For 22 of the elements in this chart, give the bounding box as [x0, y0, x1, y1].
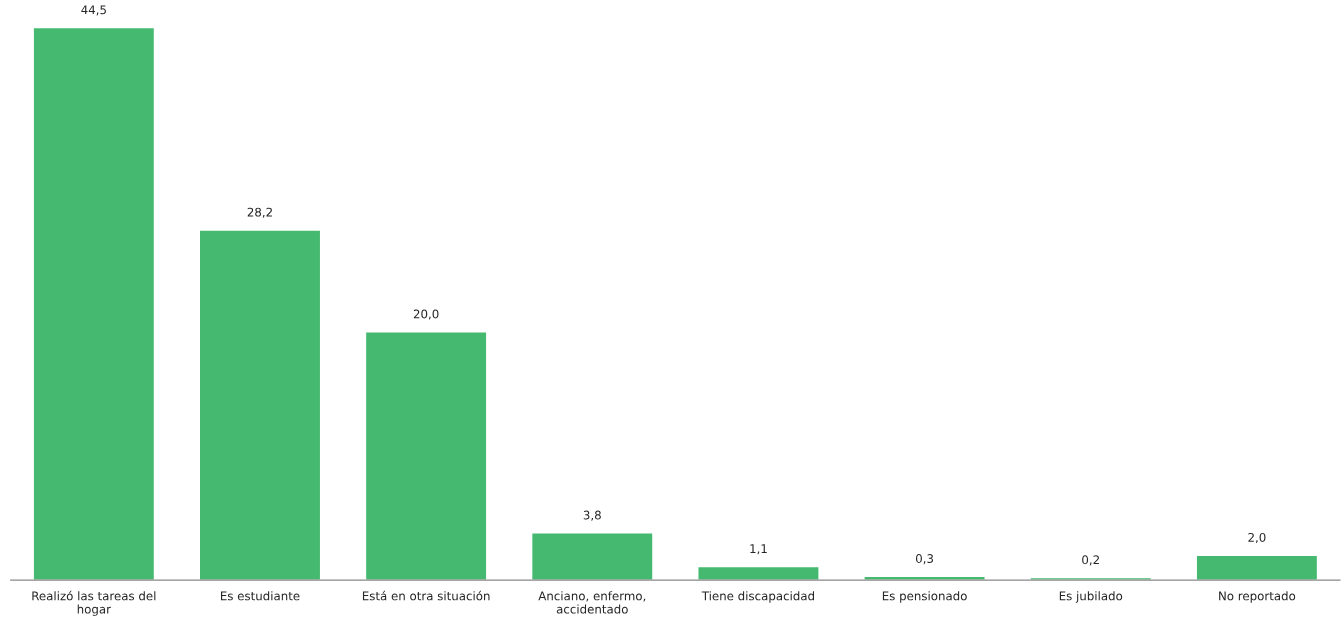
x-tick-label: Es estudiante	[221, 591, 300, 601]
data-label: 3,8	[583, 510, 601, 521]
data-label: 20,0	[413, 309, 439, 320]
bar	[697, 565, 820, 581]
bar	[1195, 554, 1319, 581]
x-tick-label: Es jubilado	[1059, 591, 1123, 603]
data-label: 28,2	[247, 207, 272, 218]
bar	[530, 532, 654, 581]
x-tick-label: Es pensionado	[882, 591, 967, 603]
x-tick-label: Realizó las tareas del hogar	[32, 590, 156, 616]
data-label: 0,3	[915, 554, 934, 565]
x-tick-label: Anciano, enfermo, accidentado	[538, 591, 646, 614]
data-label: 1,1	[750, 544, 767, 555]
bar	[364, 331, 488, 581]
data-label: 0,2	[1082, 555, 1099, 566]
data-label: 44,5	[81, 5, 106, 16]
x-tick-label: No reportado	[1219, 591, 1296, 603]
x-tick-label: Tiene discapacidad	[701, 591, 814, 603]
data-label: 2,0	[1248, 532, 1266, 544]
bar	[32, 26, 156, 581]
bar	[198, 229, 322, 581]
x-tick-label: Está en otra situación	[362, 590, 490, 601]
